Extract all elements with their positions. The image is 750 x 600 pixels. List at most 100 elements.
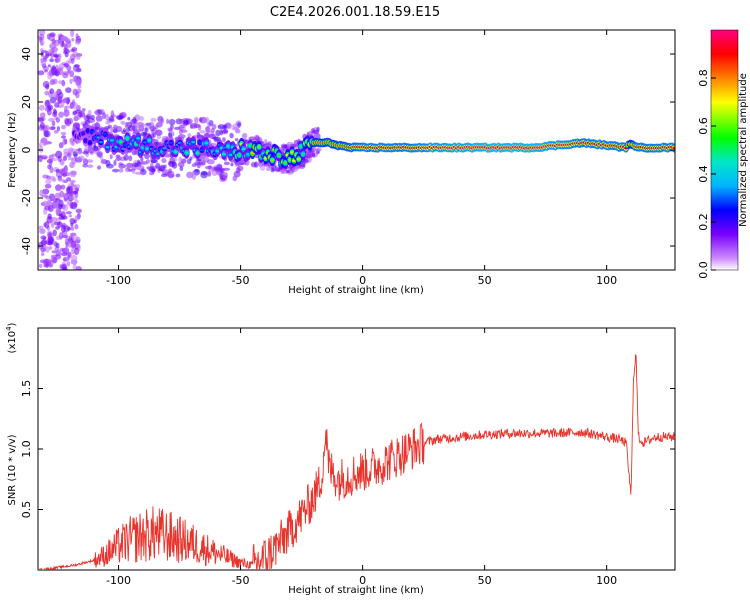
spectrogram-halo (155, 162, 161, 169)
spectrogram-halo (211, 123, 217, 130)
spectrogram-speckle (54, 102, 60, 108)
spectrogram-halo (87, 109, 92, 117)
spectrogram-speckle (71, 37, 75, 42)
spectrogram-speckle (59, 264, 63, 270)
spectrogram-speckle (51, 195, 56, 201)
spectrogram-speckle (65, 105, 71, 109)
spectrogram-speckle (42, 156, 48, 160)
spectrogram-speckle (70, 58, 75, 64)
spectrogram-halo (157, 167, 163, 172)
spectrogram-speckle (57, 67, 62, 72)
spectrogram-speckle (71, 235, 79, 242)
spectrogram-halo (82, 163, 88, 168)
spectrogram-speckle (71, 47, 78, 52)
spectrogram-ridge-core (125, 137, 130, 140)
spectrogram-speckle (42, 188, 50, 195)
spectrogram-speckle (55, 250, 62, 257)
spectrogram-halo (144, 152, 150, 160)
spectrogram-halo (203, 156, 210, 163)
spectrogram-ridge-core (191, 140, 196, 144)
snr-y-label: SNR (10 * v/v) (7, 434, 18, 505)
spectrogram-y-tick-label: 0 (20, 147, 33, 154)
spectrogram-speckle (69, 137, 75, 144)
spectrogram-halo (285, 169, 291, 174)
spectrogram-x-tick-label: 100 (596, 274, 617, 287)
spectrogram-halo (118, 163, 127, 169)
spectrogram-halo (150, 117, 157, 122)
colorbar-ticks: 0.0 0.2 0.4 0.6 0.8 (697, 69, 716, 279)
spectrogram-y-tick-label: -40 (20, 237, 33, 255)
spectrogram-speckle (46, 71, 52, 76)
spectrogram-halo (168, 173, 174, 179)
spectrogram-speckle (57, 100, 61, 104)
spectrogram-speckle (52, 157, 58, 162)
spectrogram-y-ticks: -40 -20 0 20 40 (20, 47, 675, 255)
spectrogram-halo (199, 130, 206, 134)
spectrogram-speckle (39, 189, 44, 197)
spectrogram-speckle (75, 250, 80, 254)
spectrogram-halo (222, 171, 228, 179)
spectrogram-speckle (60, 131, 67, 136)
spectrogram-speckle (45, 83, 50, 90)
spectrogram-halo (199, 116, 207, 124)
spectrogram-halo (220, 129, 228, 135)
spectrogram-ridge-core (298, 145, 303, 148)
spectrogram-halo (113, 160, 117, 166)
spectrogram-speckle (61, 135, 66, 139)
spectrogram-speckle (62, 172, 68, 178)
colorbar: 0.0 0.2 0.4 0.6 0.8 Normalized spectral ampl… (697, 29, 749, 279)
spectrogram-halo (134, 171, 143, 175)
spectrogram-halo (182, 119, 189, 127)
spectrogram-halo (264, 139, 268, 144)
snr-panel: -100 -50 0 50 100 0.5 1.0 1.5 Height of straig… (5, 322, 676, 596)
spectrogram-halo (128, 155, 133, 162)
spectrogram-ridge-core (169, 141, 174, 145)
spectrogram-speckle (50, 216, 58, 223)
spectrogram-halo (161, 158, 167, 164)
spectrogram-speckle (43, 222, 47, 227)
spectrogram-halo (267, 141, 272, 146)
spectrogram-halo (222, 137, 226, 143)
spectrogram-halo (86, 164, 94, 168)
spectrogram-ridge-core (204, 141, 209, 145)
spectrogram-speckle (64, 118, 72, 127)
spectrogram-speckle (39, 112, 46, 118)
spectrogram-speckle (61, 167, 65, 173)
spectrogram-halo (124, 167, 131, 173)
spectrogram-halo (207, 171, 212, 177)
spectrogram-speckle (40, 235, 47, 240)
spectrogram-halo (270, 166, 275, 173)
colorbar-tick-label: 0.2 (697, 213, 710, 231)
spectrogram-halo (312, 146, 317, 152)
spectrogram-ridge-core (118, 140, 123, 144)
spectrogram-speckle (38, 145, 44, 153)
spectrogram-speckle (40, 59, 46, 67)
spectrogram-speckle (45, 53, 52, 57)
spectrogram-ridge-core (123, 143, 128, 147)
spectrogram-speckle (67, 226, 72, 231)
spectrogram-speckle (64, 51, 69, 58)
spectrogram-halo (90, 114, 95, 121)
spectrogram-halo (253, 161, 259, 168)
spectrogram-speckle (55, 242, 60, 248)
snr-x-tick-label: 50 (478, 574, 492, 587)
spectrogram-speckle (62, 267, 68, 270)
spectrogram-halo (294, 166, 302, 170)
spectrogram-halo (219, 167, 225, 174)
spectrogram-speckle (75, 91, 80, 99)
spectrogram-halo (79, 113, 83, 117)
spectrogram-halo (205, 126, 210, 132)
spectrogram-halo (315, 147, 322, 152)
spectrogram-halo (102, 112, 106, 119)
spectrogram-ridge-core (81, 132, 86, 135)
spectrogram-speckle (68, 185, 74, 194)
spectrogram-halo (234, 138, 239, 142)
spectrogram-speckle (51, 91, 57, 99)
spectrogram-halo (179, 125, 185, 129)
spectrogram-speckle (63, 197, 68, 202)
spectrogram-halo (105, 120, 111, 125)
spectrogram-ridge-core (83, 139, 88, 142)
spectrogram-ridge-core (90, 130, 95, 133)
spectrogram-speckle (62, 258, 67, 262)
spectrogram-speckle (71, 246, 75, 255)
